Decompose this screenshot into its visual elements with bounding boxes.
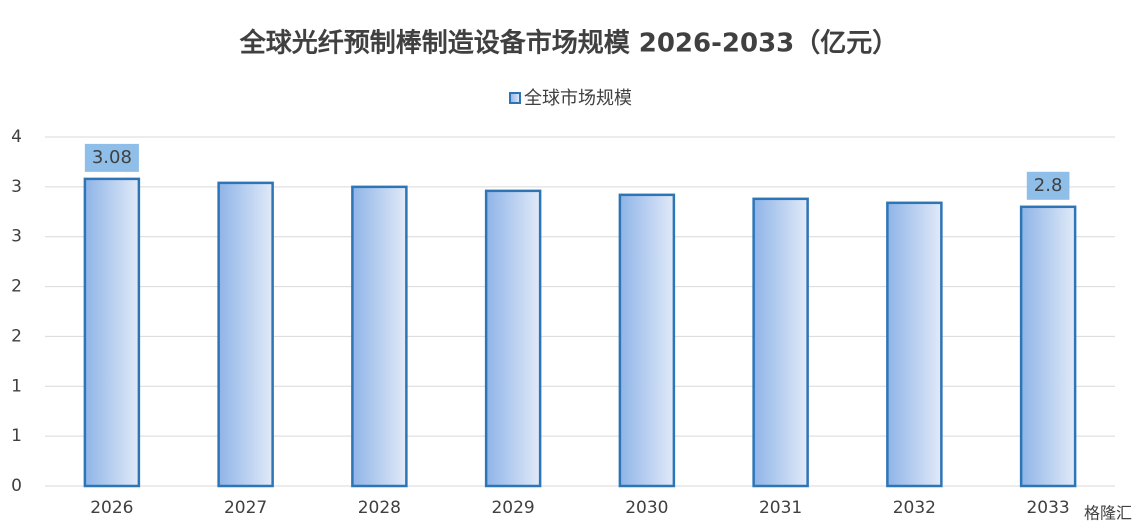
- y-tick-label: 1: [11, 376, 22, 396]
- y-tick-label: 2: [11, 277, 22, 297]
- x-tick-label: 2028: [358, 498, 401, 518]
- watermark: 格隆汇: [1084, 504, 1132, 523]
- x-tick-label: 2033: [1026, 498, 1069, 518]
- y-tick-label: 3: [11, 227, 22, 247]
- y-tick-label: 3: [11, 177, 22, 197]
- bar: [217, 181, 274, 488]
- y-tick-label: 1: [11, 426, 22, 446]
- legend-swatch: [509, 92, 521, 104]
- y-tick-label: 2: [11, 326, 22, 346]
- data-label: 2.8: [1034, 175, 1063, 196]
- bar: [351, 185, 408, 488]
- y-tick-label: 0: [11, 476, 22, 496]
- x-tick-label: 2030: [625, 498, 668, 518]
- legend-label: 全球市场规模: [524, 88, 632, 109]
- bar: [752, 197, 809, 488]
- x-tick-label: 2027: [224, 498, 267, 518]
- data-label-box: [84, 143, 139, 172]
- y-tick-label: 4: [11, 127, 22, 147]
- bar: [484, 189, 542, 488]
- x-tick-label: 2029: [491, 498, 534, 518]
- data-label: 3.08: [92, 147, 132, 168]
- bar: [886, 201, 943, 488]
- x-tick-label: 2026: [90, 498, 133, 518]
- legend: 全球市场规模: [509, 88, 632, 109]
- bar: [83, 177, 141, 488]
- bar: [618, 193, 676, 488]
- data-label-box: [1026, 171, 1070, 200]
- bar: [1019, 205, 1077, 488]
- x-tick-label: 2032: [893, 498, 936, 518]
- chart-title: 全球光纤预制棒制造设备市场规模 2026-2033（亿元）: [239, 28, 899, 59]
- x-tick-label: 2031: [759, 498, 802, 518]
